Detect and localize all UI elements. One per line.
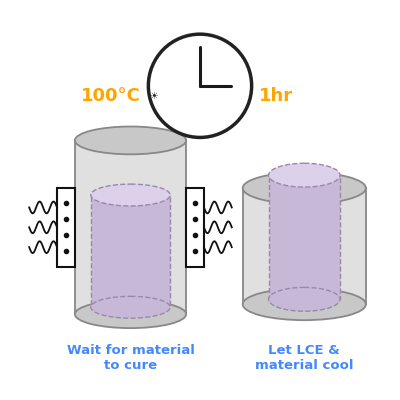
Text: Let LCE &
material cool: Let LCE & material cool [255, 344, 354, 372]
Bar [186, 188, 204, 267]
Ellipse shape [243, 172, 366, 204]
Text: 1hr: 1hr [260, 87, 294, 105]
Ellipse shape [91, 184, 170, 206]
Ellipse shape [75, 300, 186, 328]
Text: Wait for material
to cure: Wait for material to cure [66, 344, 194, 372]
FancyBboxPatch shape [268, 175, 340, 299]
Ellipse shape [243, 288, 366, 320]
Ellipse shape [91, 296, 170, 318]
Ellipse shape [268, 163, 340, 187]
Ellipse shape [75, 126, 186, 154]
Text: 100°C: 100°C [81, 87, 140, 105]
Text: ☀: ☀ [149, 91, 158, 101]
Ellipse shape [268, 287, 340, 311]
FancyBboxPatch shape [75, 140, 186, 314]
FancyBboxPatch shape [243, 188, 366, 304]
FancyBboxPatch shape [91, 195, 170, 307]
Bar [57, 188, 75, 267]
